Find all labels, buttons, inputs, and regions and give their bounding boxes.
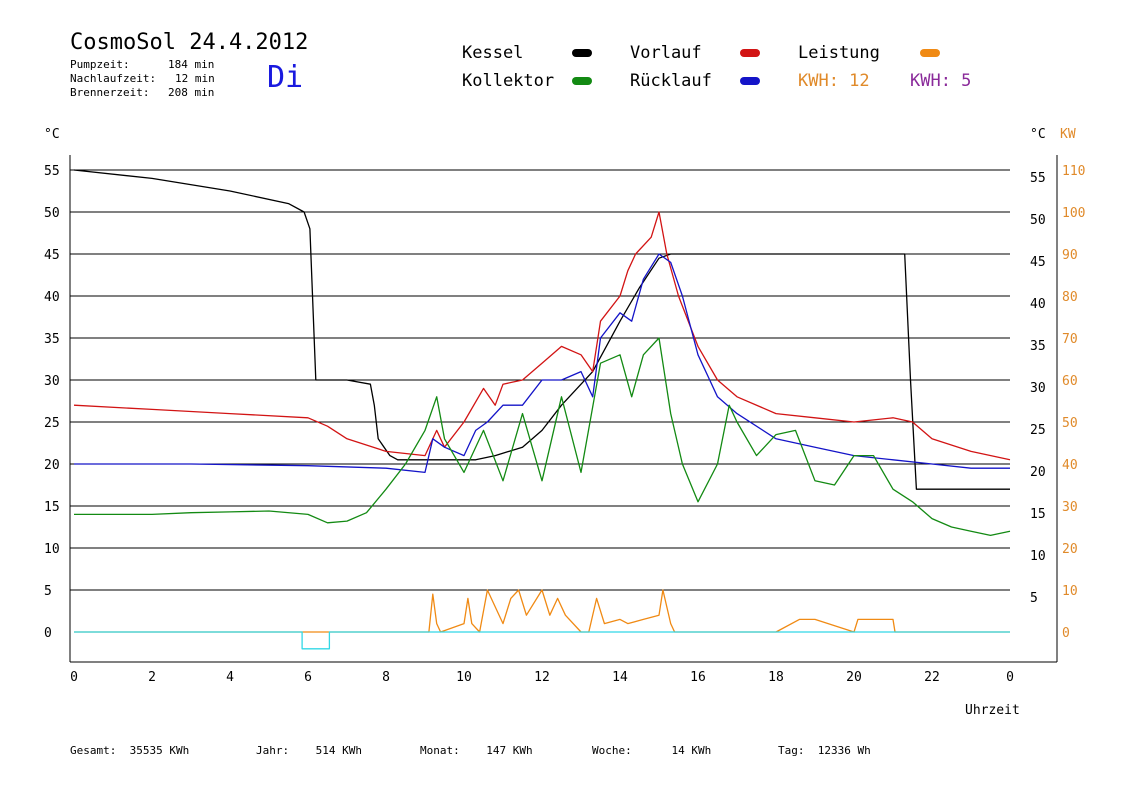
y-tick-label-right-temp: 25 [1030,423,1046,438]
y-tick-label-left: 50 [44,206,60,221]
x-tick-label: 14 [612,670,628,685]
y-tick-label-right-temp: 30 [1030,381,1046,396]
y-tick-label-right-temp: 15 [1030,507,1046,522]
y-tick-label-right-temp: 40 [1030,297,1046,312]
nachlaufzeit-value: 12 min [175,72,215,85]
pumpzeit-value: 184 min [168,58,215,71]
legend-kwh-1: KWH: 12 [798,71,870,91]
nachlaufzeit-label: Nachlaufzeit: [70,72,157,85]
legend-leistung: Leistung [798,43,880,63]
x-tick-label: 0 [1006,670,1014,685]
footer-monat: Monat: 147 KWh [420,744,533,757]
y-tick-label-right-temp: 35 [1030,339,1046,354]
legend-kwh-2: KWH: 5 [910,71,972,91]
x-tick-label: 10 [456,670,472,685]
y-tick-label-right-power: 10 [1062,584,1078,599]
chart-title: CosmoSol 24.4.2012 [70,30,309,55]
y-tick-label-right-power: 50 [1062,416,1078,431]
x-tick-label: 18 [768,670,784,685]
legend-kessel-swatch [572,49,592,57]
y-tick-label-right-power: 40 [1062,458,1078,473]
x-tick-label: 0 [70,670,78,685]
x-tick-label: 20 [846,670,862,685]
legend-vorlauf-swatch [740,49,760,57]
y-tick-label-right-power: 60 [1062,374,1078,389]
y-tick-label-left: 0 [44,626,52,641]
y-tick-label-right-power: 100 [1062,206,1085,221]
y-tick-label-left: 40 [44,290,60,305]
legend-ruecklauf-swatch [740,77,760,85]
y-axis-title-right-power: KW [1060,127,1076,142]
y-tick-label-right-temp: 55 [1030,171,1046,186]
x-tick-label: 6 [304,670,312,685]
y-tick-label-right-temp: 5 [1030,591,1038,606]
y-tick-label-right-power: 70 [1062,332,1078,347]
series-line-kessel [73,169,1010,490]
footer-woche: Woche: 14 KWh [592,744,712,757]
series-line-vorlauf [73,211,1011,461]
legend-leistung-swatch [920,49,940,57]
y-tick-label-left: 5 [44,584,52,599]
y-tick-label-right-temp: 45 [1030,255,1046,270]
legend-kollektor-swatch [572,77,592,85]
series-line-kollektor [74,337,1011,537]
y-tick-label-right-power: 20 [1062,542,1078,557]
y-axis-title-left: °C [44,127,60,142]
y-tick-label-left: 25 [44,416,60,431]
y-tick-label-left: 20 [44,458,60,473]
brennerzeit-value: 208 min [168,86,215,99]
y-tick-label-left: 30 [44,374,60,389]
x-axis-title: Uhrzeit [965,703,1020,718]
legend-vorlauf: Vorlauf [630,43,702,63]
y-tick-label-right-power: 30 [1062,500,1078,515]
series-line-rcklauf [74,253,1010,474]
y-axis-title-right-temp: °C [1030,127,1046,142]
weekday-label: Di [267,60,304,95]
pumpzeit-label: Pumpzeit: [70,58,130,71]
y-tick-label-right-power: 80 [1062,290,1078,305]
series-line-leistung [74,589,1010,633]
x-tick-label: 8 [382,670,390,685]
x-tick-label: 16 [690,670,706,685]
brennerzeit-label: Brennerzeit: [70,86,150,99]
legend-kessel: Kessel [462,43,524,63]
y-tick-label-left: 15 [44,500,60,515]
y-tick-label-right-temp: 20 [1030,465,1046,480]
x-tick-label: 12 [534,670,550,685]
legend-kollektor: Kollektor [462,71,555,91]
y-tick-label-right-power: 90 [1062,248,1078,263]
x-tick-label: 2 [148,670,156,685]
footer-gesamt: Gesamt: 35535 KWh [70,744,190,757]
y-tick-label-left: 45 [44,248,60,263]
y-tick-label-right-power: 0 [1062,626,1070,641]
x-tick-label: 22 [924,670,940,685]
y-tick-label-right-temp: 10 [1030,549,1046,564]
x-tick-label: 4 [226,670,234,685]
y-tick-label-left: 10 [44,542,60,557]
footer-jahr: Jahr: 514 KWh [256,744,362,757]
series-line-pumpe [74,631,1010,650]
y-tick-label-right-power: 110 [1062,164,1085,179]
y-tick-label-left: 35 [44,332,60,347]
y-tick-label-left: 55 [44,164,60,179]
y-tick-label-right-temp: 50 [1030,213,1046,228]
legend-ruecklauf: Rücklauf [630,71,712,91]
footer-tag: Tag: 12336 Wh [778,744,871,757]
